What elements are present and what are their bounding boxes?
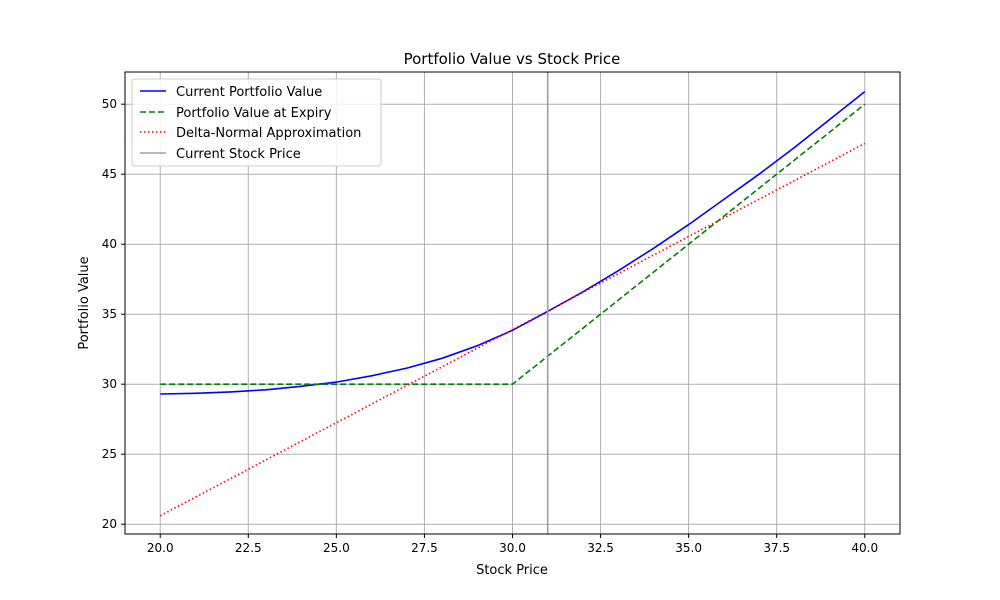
legend-label-current-portfolio-value: Current Portfolio Value bbox=[176, 85, 322, 100]
x-axis-label: Stock Price bbox=[476, 563, 548, 578]
y-tick-label: 35 bbox=[102, 307, 117, 321]
x-tick-label: 35.0 bbox=[675, 541, 702, 555]
x-tick-label: 37.5 bbox=[763, 541, 790, 555]
x-axis-ticks: 20.0 22.5 25.0 27.5 30.0 32.5 35.0 37.5 40.0 bbox=[147, 534, 878, 555]
y-tick-label: 50 bbox=[102, 97, 117, 111]
legend-box bbox=[131, 78, 382, 167]
y-tick-label: 20 bbox=[102, 517, 117, 531]
x-tick-label: 27.5 bbox=[411, 541, 438, 555]
x-tick-label: 25.0 bbox=[323, 541, 350, 555]
y-tick-label: 25 bbox=[102, 447, 117, 461]
chart-title: Portfolio Value vs Stock Price bbox=[404, 50, 621, 68]
legend-label-portfolio-value-at-expiry: Portfolio Value at Expiry bbox=[176, 106, 332, 121]
legend-label-delta-normal-approximation: Delta-Normal Approximation bbox=[176, 126, 361, 141]
series-line-portfolio-value-at-expiry bbox=[160, 103, 866, 385]
y-tick-label: 40 bbox=[102, 237, 117, 251]
x-tick-label: 20.0 bbox=[147, 541, 174, 555]
y-axis-label: Portfolio Value bbox=[77, 256, 92, 349]
series-line-delta-normal-approximation bbox=[159, 142, 866, 517]
series-lines bbox=[159, 90, 866, 517]
y-tick-label: 30 bbox=[102, 377, 117, 391]
y-tick-label: 45 bbox=[102, 167, 117, 181]
x-tick-label: 30.0 bbox=[499, 541, 526, 555]
x-tick-label: 40.0 bbox=[851, 541, 878, 555]
legend: Current Portfolio Value Portfolio Value … bbox=[131, 78, 382, 167]
legend-label-current-stock-price: Current Stock Price bbox=[176, 147, 301, 162]
x-tick-label: 32.5 bbox=[587, 541, 614, 555]
series-line-current-portfolio-value bbox=[160, 90, 866, 395]
x-tick-label: 22.5 bbox=[235, 541, 262, 555]
y-axis-ticks: 20 25 30 35 40 45 50 bbox=[102, 97, 125, 531]
